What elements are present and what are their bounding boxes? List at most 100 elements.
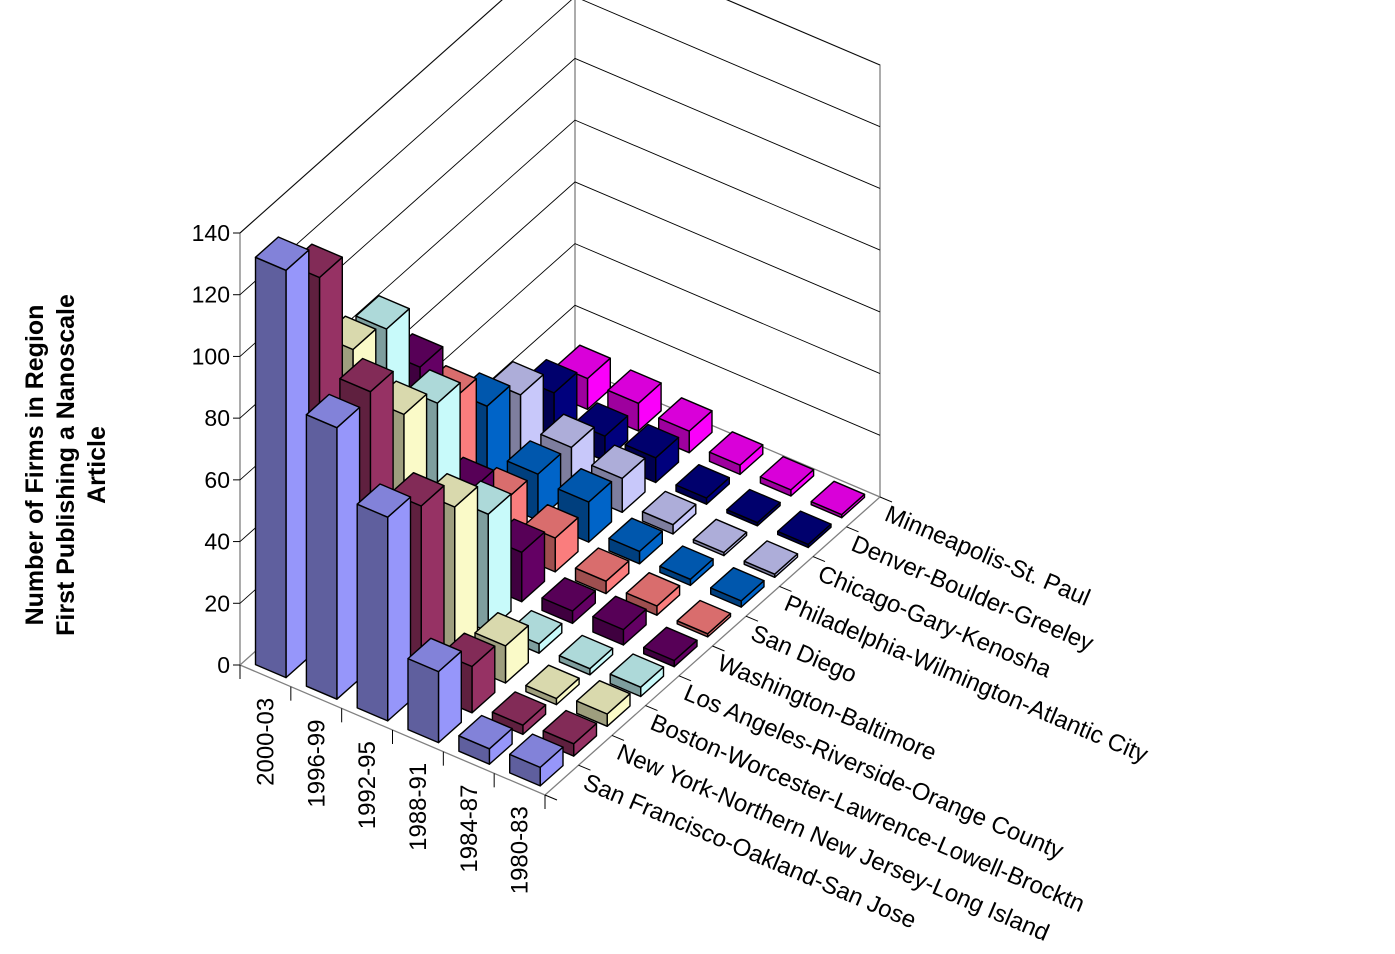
gridline (239, 57, 881, 357)
bar (708, 431, 764, 476)
z-tick-label: 80 (204, 405, 230, 431)
region-tick (745, 615, 759, 622)
bars (254, 236, 866, 787)
bar (458, 714, 513, 765)
bar-side-face (407, 657, 440, 744)
bar-top-face (692, 518, 748, 554)
bar (541, 577, 596, 625)
bar-top-face (658, 397, 713, 432)
bar-top-face (509, 733, 564, 769)
bar-top-face (743, 540, 799, 575)
gridline (239, 0, 881, 296)
region-tick (879, 496, 893, 503)
bar (676, 599, 732, 638)
bar-top-face (777, 510, 832, 546)
bar-top-face (339, 357, 394, 393)
bar-top-face (558, 634, 614, 670)
bar-top-face (458, 714, 513, 750)
region-tick (578, 764, 591, 771)
bar-top-face (676, 599, 732, 635)
region-tick (846, 526, 859, 533)
gridlines (239, 0, 881, 604)
bar-top-face (625, 572, 681, 607)
y-axis-label-line-1: Number of Firms in Region (21, 305, 49, 626)
bar-top-face (474, 612, 529, 647)
bar (675, 464, 730, 505)
bar-top-face (356, 483, 412, 518)
bar-top-face (491, 691, 547, 726)
period-label: 1992-95 (354, 741, 381, 829)
bar-top-face (608, 517, 663, 553)
bar (356, 483, 412, 722)
bar (810, 480, 866, 519)
z-tick-label: 0 (217, 652, 230, 678)
axis-ticks (233, 232, 893, 809)
z-tick-label: 100 (192, 343, 230, 369)
bar-top-face (407, 637, 462, 673)
bar (558, 634, 614, 676)
region-tick (678, 675, 692, 682)
bar-top-face (708, 431, 764, 466)
region-label: New York-Northern New Jersey-Long Island (613, 739, 1053, 947)
z-tick-label: 40 (204, 529, 230, 555)
bar-top-face (710, 567, 765, 602)
bar-top-face (726, 488, 781, 524)
y-axis-label-line-2: First Publishing a Nanoscale (52, 294, 80, 636)
y-axis-label-line-3: Article (83, 426, 111, 504)
bar-side-face (254, 256, 287, 679)
bar (659, 545, 714, 587)
bar-top-face (810, 480, 866, 516)
bar (305, 393, 361, 700)
bar (641, 490, 697, 535)
region-tick (712, 645, 725, 652)
period-label: 1984-87 (456, 785, 483, 873)
period-label: 1988-91 (405, 763, 432, 851)
bar-front-face (487, 493, 512, 633)
bar-top-face (540, 413, 595, 449)
bar (643, 626, 698, 668)
bar-top-face (607, 369, 662, 404)
bar (592, 595, 647, 646)
bar (576, 680, 631, 727)
bar-top-face (576, 680, 631, 715)
bar (525, 664, 580, 706)
z-tick-label: 140 (192, 220, 230, 246)
bar-top-face (557, 468, 613, 503)
bar (407, 637, 462, 744)
region-tick (645, 705, 658, 712)
bar (726, 488, 781, 527)
bar (759, 455, 815, 497)
bar-front-face (285, 249, 310, 679)
bar-top-face (542, 709, 598, 745)
bar (254, 236, 310, 679)
period-label: 1980-83 (507, 806, 534, 894)
bar (509, 733, 564, 787)
bar-side-face (356, 503, 389, 722)
bar-top-face (659, 545, 714, 580)
bar-top-face (641, 490, 697, 526)
bar (542, 709, 598, 757)
bar-front-face (336, 406, 361, 700)
region-tick (812, 556, 826, 563)
bar (574, 547, 630, 595)
bar-top-face (525, 664, 580, 700)
gridline (239, 0, 881, 234)
bar-top-face (305, 393, 361, 429)
period-label: 1996-99 (303, 720, 330, 808)
bar-top-face (592, 595, 647, 631)
bar (609, 653, 665, 698)
bar (608, 517, 663, 565)
region-tick (544, 794, 558, 801)
bar (491, 691, 547, 736)
bar-top-face (506, 440, 562, 475)
bar-top-face (624, 423, 680, 459)
bar (743, 540, 799, 578)
bar-top-face (355, 295, 410, 330)
z-tick-label: 120 (192, 282, 230, 308)
z-tick-label: 60 (204, 467, 230, 493)
bar-top-face (574, 547, 630, 582)
bar (710, 567, 765, 608)
bar-top-face (609, 653, 665, 688)
period-label: 2000-03 (252, 698, 279, 786)
bar-front-face (387, 496, 412, 722)
